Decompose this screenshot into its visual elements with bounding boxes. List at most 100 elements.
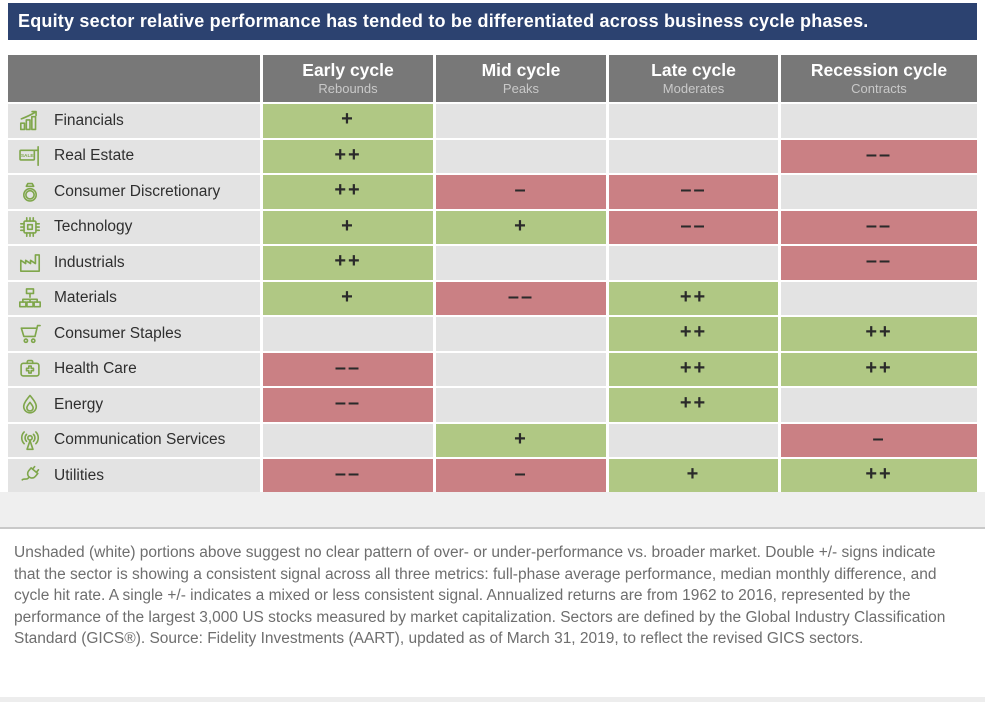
sector-row: Materials + –– ++	[8, 281, 977, 315]
sector-name: Industrials	[54, 253, 125, 271]
performance-cell	[436, 139, 606, 173]
performance-cell	[436, 317, 606, 351]
sector-row: Communication Services + –	[8, 423, 977, 457]
sector-icon-slot	[15, 463, 45, 489]
sector-row: Utilities –– – + ++	[8, 459, 977, 493]
sector-label-cell: Industrials	[8, 246, 260, 280]
column-sublabel: Rebounds	[318, 80, 378, 96]
sector-name: Consumer Discretionary	[54, 182, 221, 200]
performance-cell	[781, 104, 977, 138]
performance-cell: +	[263, 210, 433, 244]
sector-label-cell: Communication Services	[8, 423, 260, 457]
sector-label-cell: Energy	[8, 388, 260, 422]
utilities-icon	[21, 465, 40, 481]
sector-label-cell: Financials	[8, 104, 260, 138]
sector-name: Financials	[54, 111, 124, 129]
column-sublabel: Moderates	[662, 80, 725, 96]
sector-row: Energy –– ++	[8, 388, 977, 422]
sector-icon-slot	[15, 179, 45, 205]
svg-text:SALE: SALE	[21, 153, 34, 159]
performance-cell: ––	[263, 352, 433, 386]
performance-cell: ––	[609, 175, 778, 209]
title-banner: Equity sector relative performance has t…	[8, 3, 977, 40]
performance-cell: ++	[609, 388, 778, 422]
sector-name: Real Estate	[54, 147, 135, 165]
sector-icon-slot	[15, 392, 45, 418]
health-care-icon	[20, 359, 40, 377]
performance-cell: ––	[781, 139, 977, 173]
column-sublabel: Peaks	[502, 80, 540, 96]
performance-cell	[609, 423, 778, 457]
sector-icon-slot	[15, 356, 45, 382]
performance-cell	[781, 175, 977, 209]
performance-cell	[436, 352, 606, 386]
performance-cell: ––	[609, 210, 778, 244]
consumer-discretionary-icon	[23, 182, 37, 202]
performance-cell: ++	[263, 246, 433, 280]
performance-cell	[436, 388, 606, 422]
sector-label-cell: Consumer Staples	[8, 317, 260, 351]
sector-name: Energy	[54, 395, 104, 413]
sector-row: Industrials ++ ––	[8, 246, 977, 280]
title-text: Equity sector relative performance has t…	[18, 11, 869, 31]
sector-label-cell: Materials	[8, 281, 260, 315]
technology-icon	[19, 217, 41, 238]
performance-cell: ––	[781, 246, 977, 280]
sector-name: Technology	[54, 218, 133, 236]
sector-row: Consumer Staples ++ ++	[8, 317, 977, 351]
performance-cell: +	[609, 459, 778, 493]
column-label: Early cycle	[302, 60, 394, 81]
sector-icon-slot	[15, 427, 45, 453]
performance-cell: ++	[263, 139, 433, 173]
performance-cell: ––	[263, 459, 433, 493]
sector-icon-slot: SALE	[15, 143, 45, 169]
performance-cell: –	[781, 423, 977, 457]
materials-icon	[19, 288, 41, 308]
post-table-band	[0, 492, 985, 527]
sector-row: Technology + + –– ––	[8, 210, 977, 244]
sector-name: Health Care	[54, 360, 137, 378]
column-header-early-cycle: Early cycle Rebounds	[263, 55, 433, 102]
performance-cell: ++	[263, 175, 433, 209]
performance-cell: ++	[781, 459, 977, 493]
performance-cell: +	[263, 281, 433, 315]
sector-label-cell: Health Care	[8, 352, 260, 386]
header-corner-cell	[8, 55, 260, 102]
performance-cell	[609, 104, 778, 138]
sector-row: Consumer Discretionary ++ – ––	[8, 175, 977, 209]
sector-icon-slot	[15, 108, 45, 134]
sector-row: Financials +	[8, 104, 977, 138]
consumer-staples-icon	[20, 324, 41, 343]
performance-cell: +	[263, 104, 433, 138]
industrials-icon	[19, 253, 41, 272]
performance-cell: ++	[781, 352, 977, 386]
energy-icon	[22, 394, 38, 414]
sector-icon-slot	[15, 285, 45, 311]
performance-cell: ––	[436, 281, 606, 315]
cycle-table: Early cycle Rebounds Mid cycle Peaks Lat…	[8, 55, 977, 493]
performance-cell	[609, 139, 778, 173]
column-label: Mid cycle	[481, 60, 561, 81]
financials-icon	[19, 110, 37, 131]
sector-row: SALE Real Estate ++ ––	[8, 139, 977, 173]
column-label: Late cycle	[651, 60, 736, 81]
sector-label-cell: SALE Real Estate	[8, 139, 260, 173]
sector-name: Utilities	[54, 466, 104, 484]
performance-cell: +	[436, 423, 606, 457]
sector-name: Consumer Staples	[54, 324, 182, 342]
sector-label-cell: Consumer Discretionary	[8, 175, 260, 209]
sector-row: Health Care –– ++ ++	[8, 352, 977, 386]
performance-cell	[781, 281, 977, 315]
sector-name: Materials	[54, 289, 117, 307]
column-header-mid-cycle: Mid cycle Peaks	[436, 55, 606, 102]
performance-cell: ––	[781, 210, 977, 244]
performance-cell	[436, 104, 606, 138]
sector-name: Communication Services	[54, 431, 226, 449]
real-estate-icon: SALE	[19, 146, 39, 167]
performance-cell	[781, 388, 977, 422]
performance-cell: –	[436, 459, 606, 493]
footnote: Unshaded (white) portions above suggest …	[14, 544, 946, 647]
performance-cell: +	[436, 210, 606, 244]
performance-cell: ++	[609, 317, 778, 351]
